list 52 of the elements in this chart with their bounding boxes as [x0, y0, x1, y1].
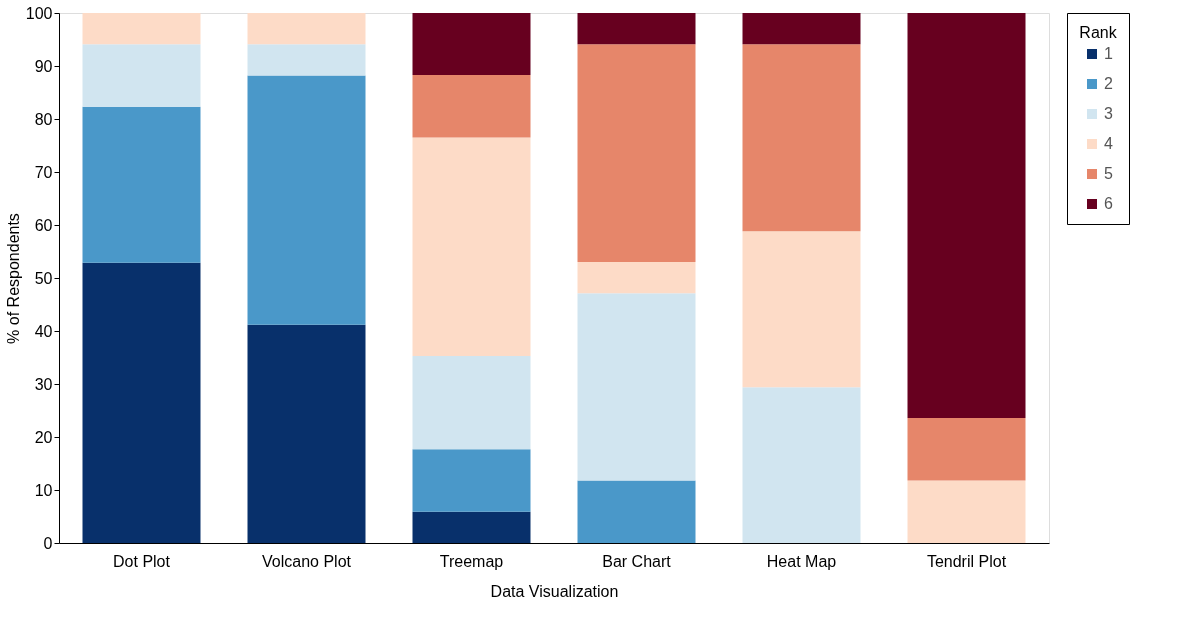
y-tick-label: 70: [34, 163, 53, 181]
legend-label: 6: [1104, 195, 1113, 212]
bar: [742, 13, 861, 45]
bar: [907, 13, 1026, 418]
y-tick-label: 30: [34, 375, 53, 393]
bar: [412, 511, 531, 543]
bar: [742, 44, 861, 232]
legend-label: 5: [1104, 165, 1113, 182]
bar: [742, 387, 861, 543]
legend-title: Rank: [1079, 24, 1118, 41]
x-tick-label: Heat Map: [766, 552, 837, 570]
bar: [412, 355, 531, 450]
legend-label: 2: [1104, 75, 1113, 92]
bar: [742, 231, 861, 388]
bar: [412, 449, 531, 512]
y-tick-label: 60: [34, 216, 53, 234]
bar: [82, 13, 201, 45]
bar: [412, 13, 531, 76]
bar: [577, 293, 696, 481]
bar: [247, 324, 366, 543]
bar: [907, 480, 1026, 543]
y-tick-label: 10: [34, 481, 53, 499]
y-tick-label: 40: [34, 322, 53, 340]
y-tick-label: 20: [34, 428, 53, 446]
bar: [82, 262, 201, 543]
x-tick-label: Tendril Plot: [926, 552, 1007, 570]
x-axis-title: Data Visualization: [490, 582, 619, 600]
y-tick-label: 80: [34, 110, 53, 128]
y-axis-title: % of Respondents: [4, 213, 22, 344]
bar: [412, 137, 531, 356]
bar: [577, 13, 696, 45]
x-tick-label: Volcano Plot: [262, 552, 352, 570]
legend-label: 1: [1104, 45, 1113, 62]
x-tick-label: Dot Plot: [113, 552, 171, 570]
y-tick-label: 0: [43, 534, 53, 552]
bar: [577, 44, 696, 263]
bar: [82, 44, 201, 107]
y-tick-label: 90: [34, 57, 53, 75]
bar: [247, 44, 366, 76]
legend-label: 4: [1104, 135, 1113, 152]
bar: [907, 417, 1026, 481]
y-tick-label: 50: [34, 269, 53, 287]
bar: [82, 106, 201, 263]
legend-label: 3: [1104, 105, 1113, 122]
y-tick-label: 100: [25, 4, 53, 22]
bar: [577, 480, 696, 543]
x-tick-label: Bar Chart: [602, 552, 672, 570]
bar: [577, 262, 696, 294]
bar: [412, 75, 531, 138]
x-tick-label: Treemap: [439, 552, 504, 570]
bar: [247, 13, 366, 45]
bar: [247, 75, 366, 325]
